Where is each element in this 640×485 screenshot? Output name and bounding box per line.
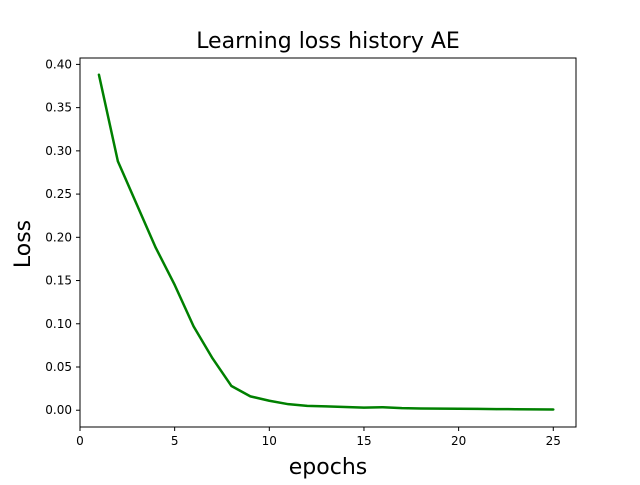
data-point	[552, 408, 555, 411]
data-point	[192, 325, 195, 328]
y-tick-label: 0.30	[45, 144, 72, 158]
data-point	[419, 407, 422, 410]
data-point	[438, 407, 441, 410]
data-point	[344, 406, 347, 409]
y-tick-label: 0.00	[45, 403, 72, 417]
data-point	[249, 395, 252, 398]
data-point	[135, 203, 138, 206]
data-point	[116, 160, 119, 163]
data-point	[362, 406, 365, 409]
y-tick-label: 0.15	[45, 274, 72, 288]
data-point	[173, 283, 176, 286]
data-point	[287, 403, 290, 406]
y-tick-label: 0.20	[45, 230, 72, 244]
chart-title: Learning loss history AE	[196, 29, 460, 54]
data-point	[97, 73, 100, 76]
plot-area	[97, 73, 555, 411]
data-point	[268, 399, 271, 402]
x-tick-label: 10	[262, 434, 277, 448]
x-axis-label: epochs	[289, 455, 367, 480]
x-tick-label: 0	[76, 434, 84, 448]
x-tick-label: 15	[356, 434, 371, 448]
y-tick-label: 0.25	[45, 187, 72, 201]
axes: 0 5 10 15 20 25 0.00 0.05 0.10 0.15 0.20 0.25 0.30 0.…	[45, 57, 577, 448]
y-tick-label: 0.05	[45, 360, 72, 374]
data-point	[476, 407, 479, 410]
data-point	[533, 408, 536, 411]
data-point	[211, 357, 214, 360]
data-point	[381, 406, 384, 409]
loss-series-line	[97, 73, 555, 411]
x-tick-label: 25	[546, 434, 561, 448]
data-point	[514, 408, 517, 411]
data-point	[306, 404, 309, 407]
plot-frame	[79, 57, 577, 428]
y-axis-label: Loss	[11, 220, 36, 268]
data-point	[400, 407, 403, 410]
data-point	[230, 385, 233, 388]
data-point	[495, 408, 498, 411]
data-point	[325, 405, 328, 408]
y-tick-label: 0.35	[45, 101, 72, 115]
x-tick-label: 5	[171, 434, 179, 448]
data-point	[154, 246, 157, 249]
x-tick-label: 20	[451, 434, 466, 448]
data-point	[457, 407, 460, 410]
y-tick-label: 0.10	[45, 317, 72, 331]
y-tick-label: 0.40	[45, 57, 72, 71]
